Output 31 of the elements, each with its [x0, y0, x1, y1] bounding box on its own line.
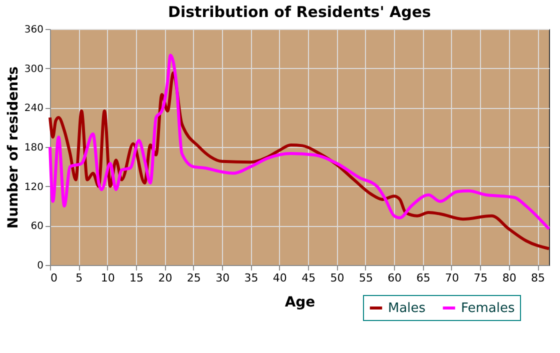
line-series [48, 54, 550, 230]
y-tick-label: 360 [24, 24, 44, 36]
legend-label: Males [388, 301, 426, 316]
x-tick-label: 75 [474, 272, 488, 284]
x-tick-label: 65 [416, 272, 430, 284]
y-tick-label: 240 [24, 103, 44, 114]
y-tick-label: 120 [24, 182, 44, 193]
x-tick-label: 55 [358, 272, 373, 284]
x-tick-label: 10 [100, 272, 115, 284]
y-tick-label: 180 [24, 142, 44, 154]
y-axis-title: Number of residents [5, 66, 22, 229]
x-tick-label: 0 [50, 272, 58, 284]
y-tick-label: 60 [30, 221, 44, 232]
x-tick-label: 50 [330, 272, 344, 284]
x-tick-label: 80 [502, 272, 516, 284]
x-tick-label: 30 [216, 272, 230, 284]
legend-label: Females [461, 301, 516, 316]
x-tick-label: 60 [388, 272, 402, 284]
chart-title: Distribution of Residents' Ages [168, 3, 432, 21]
x-tick-label: 70 [444, 272, 459, 284]
x-tick-label: 25 [186, 272, 201, 284]
x-tick-label: 35 [244, 272, 258, 284]
x-axis-title: Age [284, 294, 316, 310]
x-tick-label: 5 [76, 272, 83, 284]
x-tick-label: 85 [531, 272, 546, 284]
x-tick-label: 15 [130, 272, 144, 284]
y-tick-label: 300 [24, 64, 44, 75]
x-tick-label: 20 [158, 272, 172, 284]
y-tick-label: 0 [37, 260, 44, 272]
x-tick-label: 40 [272, 272, 287, 284]
x-tick-label: 45 [302, 272, 316, 284]
